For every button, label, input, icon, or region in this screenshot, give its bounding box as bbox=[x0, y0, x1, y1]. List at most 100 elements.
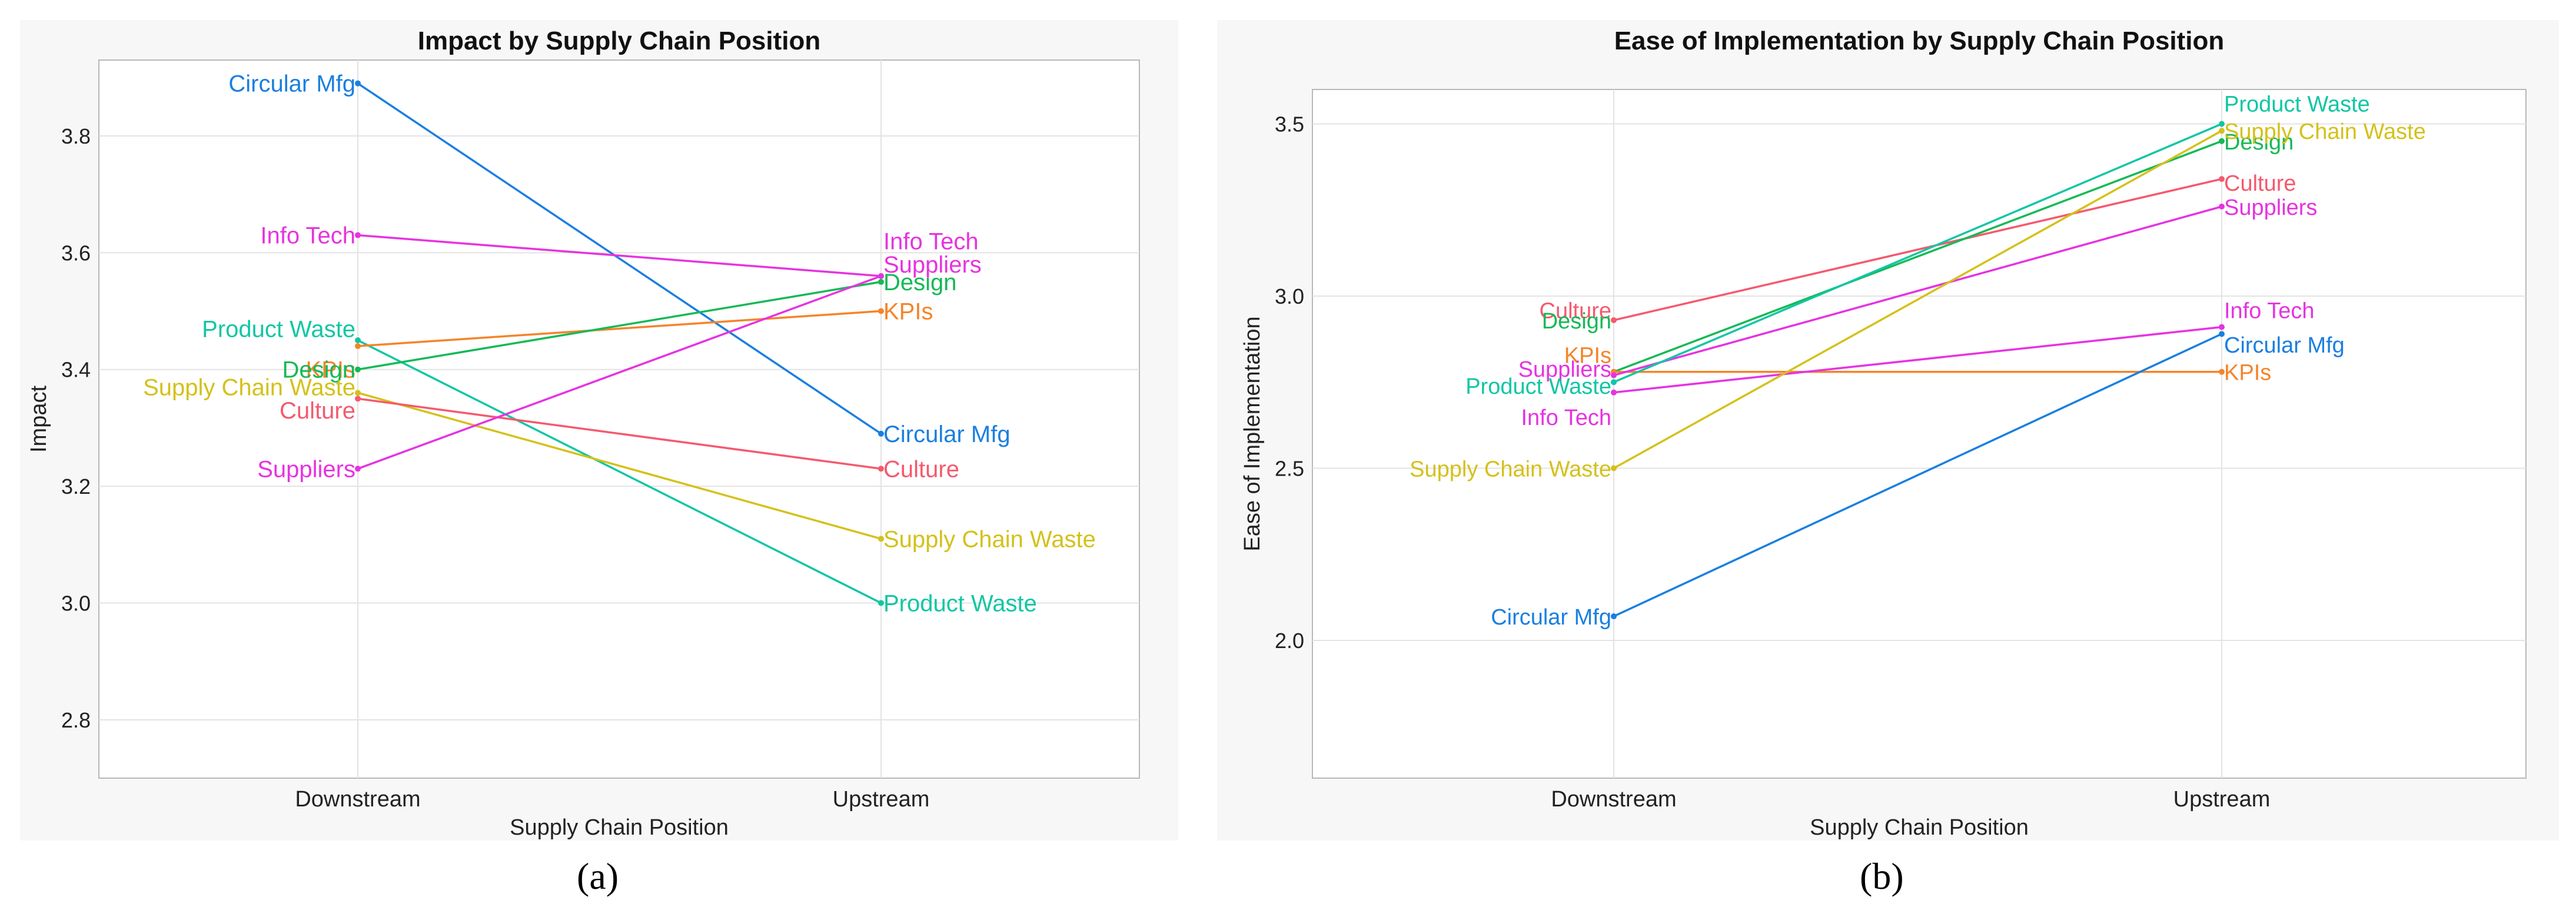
chart-a-ytick-label: 3.2 bbox=[61, 474, 91, 499]
chart-a-label-culture-upstream: Culture bbox=[883, 456, 959, 482]
chart-a-point-info-tech-downstream bbox=[355, 232, 361, 238]
chart-a-label-circular-mfg-upstream: Circular Mfg bbox=[883, 421, 1011, 447]
chart-a-point-supply-chain-waste-upstream bbox=[878, 536, 884, 542]
chart-b-series-line-supply-chain-waste bbox=[1613, 129, 2222, 470]
chart-b-point-design-upstream bbox=[2219, 138, 2225, 144]
chart-b-y-axis-label: Ease of Implementation bbox=[1240, 316, 1265, 551]
caption-a: (a) bbox=[577, 855, 619, 897]
chart-b-point-culture-upstream bbox=[2219, 176, 2225, 182]
chart-b-label-kpis-downstream: KPIs bbox=[1564, 343, 1611, 368]
chart-a-label-design-upstream: Design bbox=[883, 270, 957, 295]
chart-b-point-kpis-upstream bbox=[2219, 368, 2225, 375]
chart-a-x-axis-label: Supply Chain Position bbox=[510, 815, 729, 840]
chart-b-xtick-label: Downstream bbox=[1551, 787, 1676, 812]
chart-b-svg: 2.0 2.5 3.0 3.5 Downstream Upstream Ease of Im… bbox=[1240, 26, 2527, 840]
chart-a-y-axis-label: Impact bbox=[26, 386, 51, 453]
chart-b-point-circular-mfg-downstream bbox=[1611, 613, 1617, 620]
chart-a-series-line-info-tech bbox=[357, 234, 882, 277]
chart-b-series-line-info-tech bbox=[1613, 326, 2222, 394]
chart-b-label-suppliers-upstream: Suppliers bbox=[2224, 195, 2317, 220]
chart-a-label-design-downstream: Design bbox=[282, 357, 355, 383]
chart-a-series-line-kpis bbox=[357, 310, 882, 347]
chart-a-series-line-circular-mfg bbox=[357, 82, 882, 435]
chart-b-x-axis-label: Supply Chain Position bbox=[1810, 815, 2029, 840]
chart-a-label-kpis-upstream: KPIs bbox=[883, 299, 933, 325]
chart-b-label-culture-downstream: Culture bbox=[1540, 298, 1612, 323]
caption-b: (b) bbox=[1860, 855, 1904, 897]
chart-b-label-circular-mfg-upstream: Circular Mfg bbox=[2224, 333, 2345, 358]
chart-b-label-design-upstream: Design bbox=[2224, 130, 2294, 155]
chart-b-label-supply-chain-waste-upstream: Supply Chain Waste bbox=[2224, 119, 2426, 144]
chart-a-plot-area bbox=[98, 59, 1140, 779]
chart-a-label-product-waste-downstream: Product Waste bbox=[202, 316, 355, 342]
chart-a-point-supply-chain-waste-downstream bbox=[355, 390, 361, 396]
chart-a-ytick-label: 2.8 bbox=[61, 708, 91, 732]
chart-panel-b: 2.0 2.5 3.0 3.5 Downstream Upstream Ease of Im… bbox=[1217, 20, 2559, 841]
chart-b-point-supply-chain-waste-downstream bbox=[1611, 465, 1617, 471]
chart-a-series-line-design bbox=[357, 281, 882, 371]
chart-a-point-design-downstream bbox=[355, 366, 361, 373]
chart-b-label-info-tech-upstream: Info Tech bbox=[2224, 298, 2315, 323]
chart-b-point-circular-mfg-upstream bbox=[2219, 331, 2225, 337]
chart-a-label-info-tech-downstream: Info Tech bbox=[260, 223, 355, 249]
chart-b-point-product-waste-downstream bbox=[1611, 379, 1617, 386]
chart-a-ytick-label: 3.4 bbox=[61, 358, 91, 382]
chart-b-label-product-waste-upstream: Product Waste bbox=[2224, 92, 2370, 117]
chart-a-point-kpis-upstream bbox=[878, 308, 884, 314]
chart-a-label-supply-chain-waste-downstream: Supply Chain Waste bbox=[143, 374, 355, 400]
chart-a-label-culture-downstream: Culture bbox=[280, 398, 355, 424]
chart-b-plot-area bbox=[1312, 89, 2527, 779]
chart-b-xtick-label: Upstream bbox=[2173, 787, 2271, 812]
chart-a-point-circular-mfg-downstream bbox=[355, 80, 361, 87]
chart-a-label-suppliers-upstream: Suppliers bbox=[883, 252, 982, 278]
chart-b-series-line-suppliers bbox=[1613, 205, 2222, 377]
chart-a-ytick-label: 3.8 bbox=[61, 124, 91, 148]
chart-b-title: Ease of Implementation by Supply Chain P… bbox=[1614, 26, 2225, 55]
chart-b-point-suppliers-downstream bbox=[1611, 372, 1617, 378]
chart-a-point-kpis-downstream bbox=[355, 343, 361, 350]
chart-b-series-line-product-waste bbox=[1613, 122, 2222, 383]
chart-b-series-line-design bbox=[1613, 140, 2222, 373]
chart-b-label-circular-mfg-downstream: Circular Mfg bbox=[1491, 605, 1611, 630]
chart-a-xtick-label: Upstream bbox=[833, 787, 930, 812]
chart-b-ytick-label: 3.0 bbox=[1275, 284, 1304, 308]
chart-b-ytick-label: 2.0 bbox=[1275, 629, 1304, 653]
chart-b-label-info-tech-downstream: Info Tech bbox=[1521, 406, 1611, 430]
chart-a-label-suppliers-downstream: Suppliers bbox=[257, 456, 355, 482]
chart-b-ytick-label: 2.5 bbox=[1275, 457, 1304, 481]
chart-b-point-supply-chain-waste-upstream bbox=[2219, 128, 2225, 134]
chart-a-point-circular-mfg-upstream bbox=[878, 430, 884, 437]
chart-a-series-line-product-waste bbox=[357, 339, 882, 605]
chart-a-point-product-waste-downstream bbox=[355, 337, 361, 344]
chart-b-point-culture-downstream bbox=[1611, 317, 1617, 323]
chart-a-svg: 2.8 3.0 3.2 3.4 3.6 3.8 Downstream Upstream Impa… bbox=[26, 26, 1140, 840]
chart-a-point-design-upstream bbox=[878, 278, 884, 285]
chart-a-point-suppliers-upstream bbox=[878, 273, 884, 279]
chart-a-label-kpis-downstream: KPIs bbox=[306, 357, 355, 383]
chart-b-label-kpis-upstream: KPIs bbox=[2224, 361, 2271, 386]
chart-b-label-suppliers-downstream: Suppliers bbox=[1518, 357, 1611, 382]
chart-a-series-line-culture bbox=[357, 397, 882, 470]
chart-a-title: Impact by Supply Chain Position bbox=[418, 26, 821, 55]
chart-a-label-supply-chain-waste-upstream: Supply Chain Waste bbox=[883, 526, 1096, 552]
chart-a-ytick-label: 3.6 bbox=[61, 241, 91, 265]
chart-b-point-info-tech-downstream bbox=[1611, 389, 1617, 396]
chart-a-point-culture-upstream bbox=[878, 466, 884, 472]
chart-a-point-culture-downstream bbox=[355, 396, 361, 402]
chart-a-ytick-label: 3.0 bbox=[61, 591, 91, 615]
chart-a-label-circular-mfg-downstream: Circular Mfg bbox=[228, 71, 355, 97]
chart-b-label-culture-upstream: Culture bbox=[2224, 171, 2296, 196]
chart-b-point-suppliers-upstream bbox=[2219, 203, 2225, 210]
chart-b-label-design-downstream: Design bbox=[1542, 309, 1611, 334]
chart-a-series-line-suppliers bbox=[357, 275, 882, 470]
chart-a-series-line-supply-chain-waste bbox=[357, 391, 882, 540]
chart-b-series-line-circular-mfg bbox=[1613, 333, 2222, 617]
chart-b-label-supply-chain-waste-downstream: Supply Chain Waste bbox=[1410, 457, 1611, 482]
chart-a-label-product-waste-upstream: Product Waste bbox=[883, 590, 1037, 616]
chart-a-point-suppliers-downstream bbox=[355, 466, 361, 472]
chart-a-point-product-waste-upstream bbox=[878, 600, 884, 606]
chart-a-label-info-tech-upstream: Info Tech bbox=[883, 228, 979, 254]
chart-b-series-line-culture bbox=[1613, 178, 2222, 321]
chart-a-xtick-label: Downstream bbox=[295, 787, 420, 812]
chart-b-point-info-tech-upstream bbox=[2219, 324, 2225, 330]
